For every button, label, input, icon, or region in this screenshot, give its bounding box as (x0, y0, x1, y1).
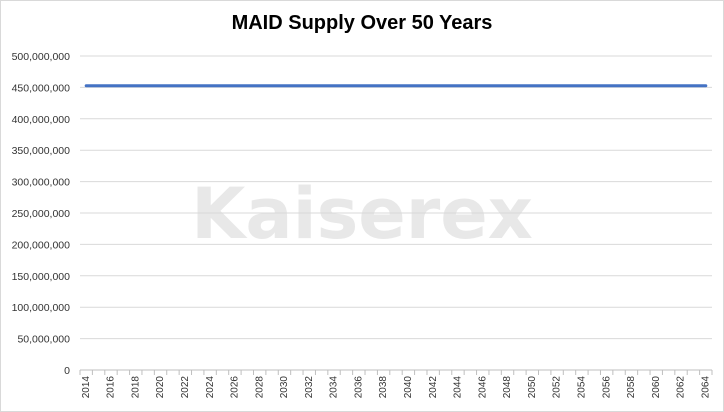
x-tick-label: 2018 (130, 376, 141, 399)
x-tick-label: 2058 (626, 376, 637, 399)
x-tick-label: 2036 (353, 376, 364, 399)
watermark-text: Kaiserex (191, 173, 533, 255)
y-tick-label: 150,000,000 (12, 271, 71, 283)
y-tick-label: 250,000,000 (12, 208, 71, 220)
x-tick-label: 2034 (329, 376, 340, 399)
y-tick-label: 50,000,000 (17, 334, 70, 346)
x-tick-label: 2022 (180, 376, 191, 399)
y-tick-label: 200,000,000 (12, 239, 71, 251)
x-tick-label: 2054 (577, 376, 588, 399)
x-tick-label: 2064 (700, 376, 711, 399)
y-tick-label: 0 (64, 365, 70, 377)
x-tick-label: 2056 (601, 376, 612, 399)
x-tick-label: 2042 (428, 376, 439, 399)
y-axis-ticks: 0 50,000,000 100,000,000 150,000,000 200,000… (12, 51, 71, 377)
y-tick-label: 100,000,000 (12, 302, 71, 314)
x-tick-label: 2046 (477, 376, 488, 399)
x-tick-label: 2060 (651, 376, 662, 399)
x-axis-ticks: 2014 2016 2018 2020 2022 2024 2026 2028 2030 2032… (79, 370, 713, 399)
x-tick-label: 2048 (502, 376, 513, 399)
x-tick-label: 2026 (230, 376, 241, 399)
gridlines (80, 55, 712, 371)
x-tick-label: 2020 (155, 376, 166, 399)
y-tick-label: 450,000,000 (12, 82, 71, 94)
y-tick-label: 300,000,000 (12, 177, 71, 189)
x-tick-label: 2028 (254, 376, 265, 399)
y-tick-label: 350,000,000 (12, 145, 71, 157)
chart-title: MAID Supply Over 50 Years (231, 12, 493, 34)
x-tick-label: 2016 (106, 376, 117, 399)
x-tick-label: 2062 (676, 376, 687, 399)
x-tick-label: 2038 (378, 376, 389, 399)
y-tick-label: 400,000,000 (12, 114, 71, 126)
x-tick-label: 2014 (81, 376, 92, 399)
x-tick-label: 2032 (304, 376, 315, 399)
x-tick-label: 2044 (453, 376, 464, 399)
x-tick-label: 2040 (403, 376, 414, 399)
x-tick-label: 2050 (527, 376, 538, 399)
x-tick-label: 2052 (552, 376, 563, 399)
y-tick-label: 500,000,000 (12, 51, 71, 63)
x-tick-label: 2030 (279, 376, 290, 399)
x-tick-label: 2024 (205, 376, 216, 399)
